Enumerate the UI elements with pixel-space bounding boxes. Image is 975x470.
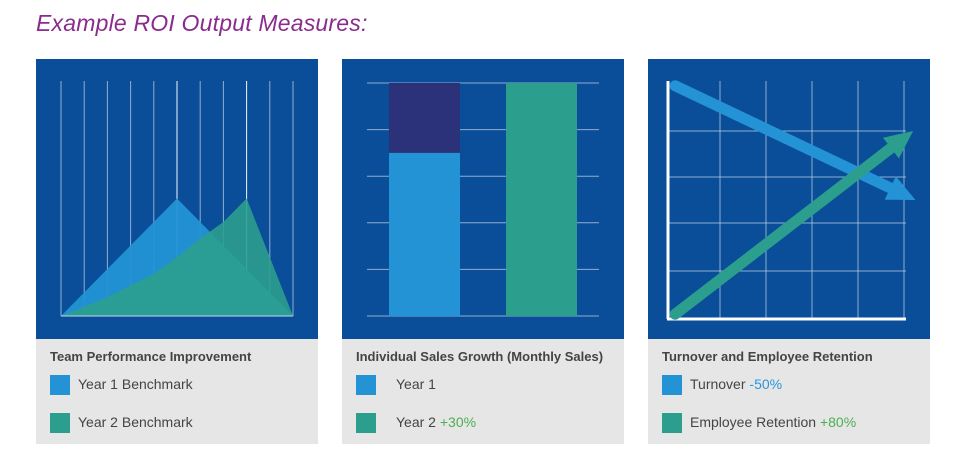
card-sales-growth: Individual Sales Growth (Monthly Sales) …: [342, 59, 624, 444]
legend-label-group: Year 2 +30%: [396, 414, 476, 430]
swatch-teal: [356, 413, 376, 433]
legend-label-group: Employee Retention +80%: [690, 414, 856, 430]
legend-turnover-retention: Turnover and Employee Retention Turnover…: [648, 339, 930, 444]
legend-label: Year 1 Benchmark: [78, 376, 193, 392]
legend-label: Employee Retention: [690, 414, 817, 430]
bar-year-1: [389, 152, 460, 316]
legend-change-up: +30%: [439, 414, 477, 430]
legend-title: Turnover and Employee Retention: [662, 349, 873, 364]
swatch-light-blue: [50, 375, 70, 395]
legend-label: Turnover: [690, 376, 746, 392]
sales-growth-chart: [342, 59, 624, 339]
turnover-arrow-head: [884, 176, 916, 200]
swatch-light-blue: [662, 375, 682, 395]
legend-label: Year 1: [396, 376, 436, 392]
swatch-light-blue: [356, 375, 376, 395]
legend-sales-growth: Individual Sales Growth (Monthly Sales) …: [342, 339, 624, 444]
card-team-performance: Team Performance Improvement Year 1 Benc…: [36, 59, 318, 444]
legend-label-group: Turnover -50%: [690, 376, 782, 392]
legend-team-performance: Team Performance Improvement Year 1 Benc…: [36, 339, 318, 444]
legend-title: Team Performance Improvement: [50, 349, 252, 364]
turnover-retention-svg: [666, 80, 916, 321]
legend-label: Year 2: [396, 414, 436, 430]
legend-change-up: +80%: [819, 414, 857, 430]
card-turnover-retention: Turnover and Employee Retention Turnover…: [648, 59, 930, 444]
turnover-retention-chart: [648, 59, 930, 339]
bar-year-2: [506, 83, 577, 316]
legend-change-down: -50%: [749, 376, 783, 392]
retention-arrow-line: [669, 141, 899, 320]
grid-lines: [668, 81, 906, 319]
bar-year-1-gap: [389, 83, 460, 153]
swatch-teal: [50, 413, 70, 433]
team-performance-chart: [36, 59, 318, 339]
swatch-teal: [662, 413, 682, 433]
team-performance-svg: [60, 81, 294, 317]
retention-arrow-head: [883, 130, 914, 159]
sales-growth-svg: [367, 82, 599, 317]
page-title: Example ROI Output Measures:: [36, 10, 368, 36]
legend-title: Individual Sales Growth (Monthly Sales): [356, 349, 604, 364]
legend-label: Year 2 Benchmark: [78, 414, 193, 430]
year-2-area: [61, 198, 293, 316]
